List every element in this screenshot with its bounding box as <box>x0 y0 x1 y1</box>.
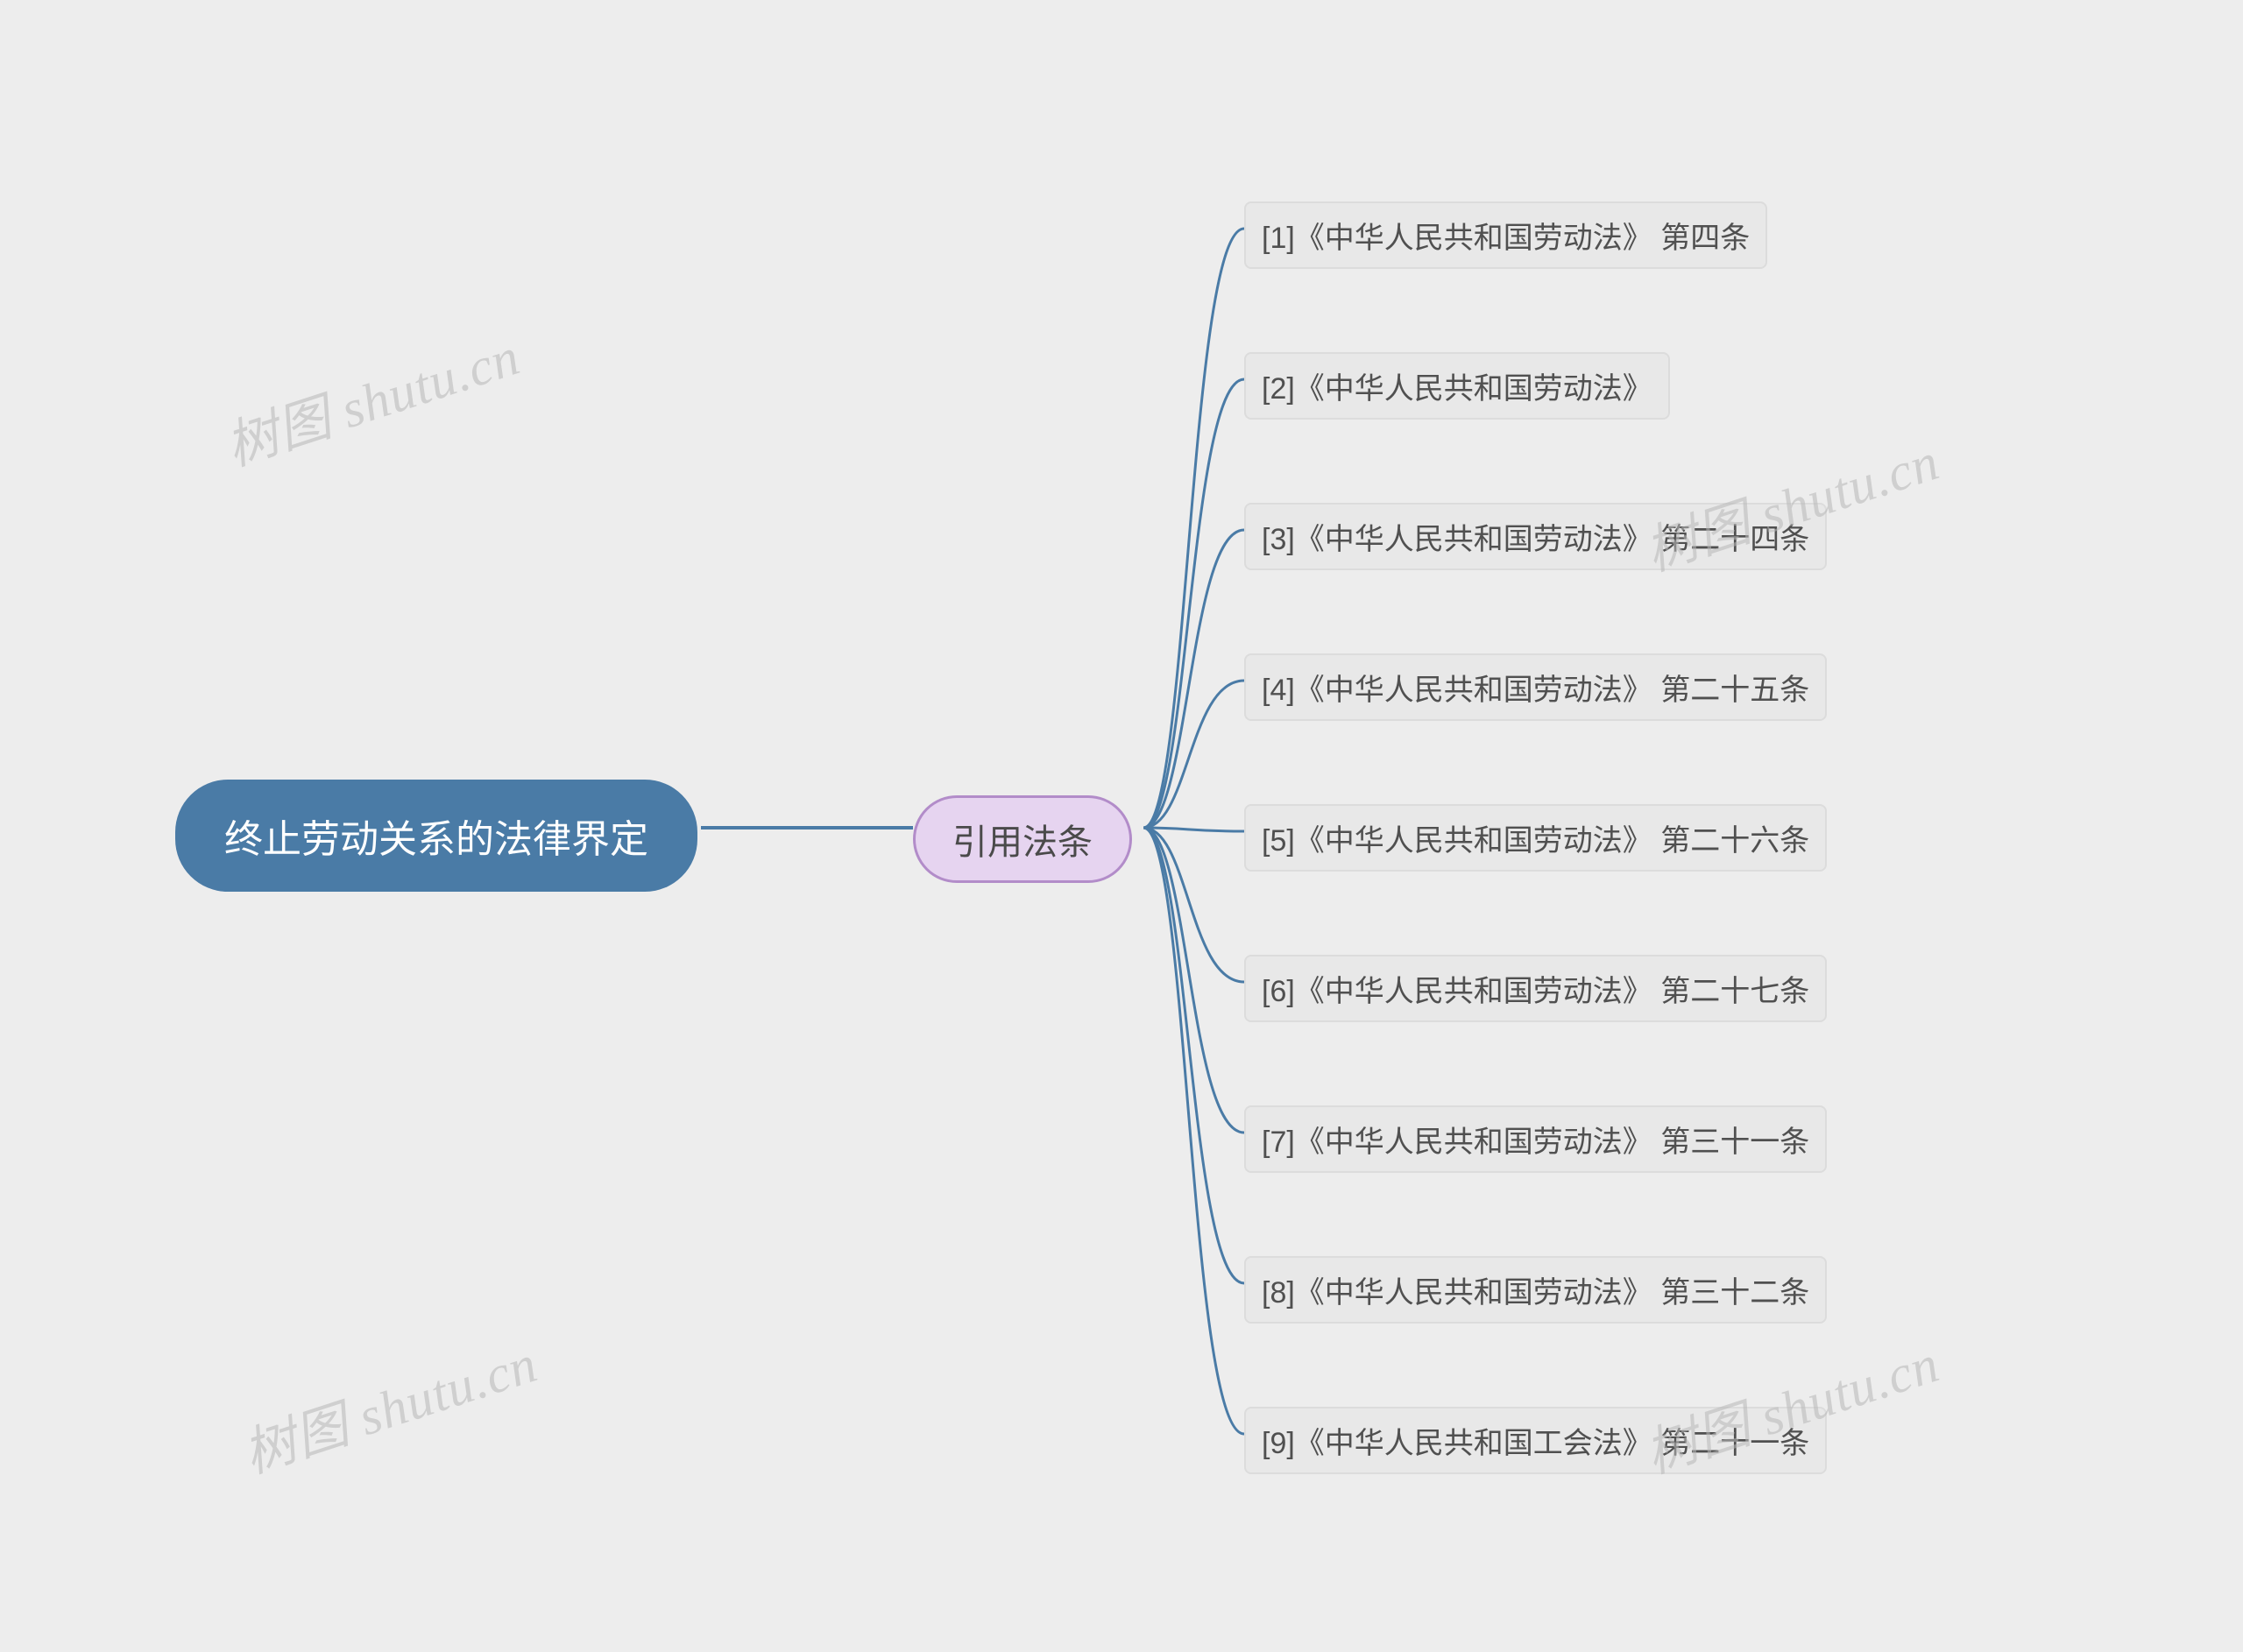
branch-node[interactable]: 引用法条 <box>913 795 1132 883</box>
root-label: 终止劳动关系的法律界定 <box>224 808 648 864</box>
leaf-node[interactable]: [3]《中华人民共和国劳动法》 第二十四条 <box>1244 503 1827 570</box>
leaf-label: [2]《中华人民共和国劳动法》 <box>1262 364 1652 407</box>
branch-label: 引用法条 <box>952 814 1093 865</box>
leaf-label: [1]《中华人民共和国劳动法》 第四条 <box>1262 214 1750 257</box>
leaf-node[interactable]: [9]《中华人民共和国工会法》 第二十一条 <box>1244 1407 1827 1474</box>
leaf-node[interactable]: [6]《中华人民共和国劳动法》 第二十七条 <box>1244 955 1827 1022</box>
leaf-node[interactable]: [5]《中华人民共和国劳动法》 第二十六条 <box>1244 804 1827 872</box>
leaf-node[interactable]: [4]《中华人民共和国劳动法》 第二十五条 <box>1244 653 1827 721</box>
leaf-label: [7]《中华人民共和国劳动法》 第三十一条 <box>1262 1118 1809 1161</box>
leaf-node[interactable]: [7]《中华人民共和国劳动法》 第三十一条 <box>1244 1105 1827 1173</box>
leaf-label: [6]《中华人民共和国劳动法》 第二十七条 <box>1262 967 1809 1010</box>
root-node[interactable]: 终止劳动关系的法律界定 <box>175 780 697 892</box>
watermark: 树图 shutu.cn <box>215 314 528 480</box>
leaf-node[interactable]: [1]《中华人民共和国劳动法》 第四条 <box>1244 201 1767 269</box>
leaf-label: [4]《中华人民共和国劳动法》 第二十五条 <box>1262 666 1809 709</box>
leaf-node[interactable]: [2]《中华人民共和国劳动法》 <box>1244 352 1670 420</box>
watermark: 树图 shutu.cn <box>232 1321 546 1487</box>
leaf-node[interactable]: [8]《中华人民共和国劳动法》 第三十二条 <box>1244 1256 1827 1324</box>
leaf-label: [3]《中华人民共和国劳动法》 第二十四条 <box>1262 515 1809 558</box>
leaf-label: [5]《中华人民共和国劳动法》 第二十六条 <box>1262 816 1809 859</box>
leaf-label: [8]《中华人民共和国劳动法》 第三十二条 <box>1262 1268 1809 1311</box>
leaf-label: [9]《中华人民共和国工会法》 第二十一条 <box>1262 1419 1809 1462</box>
